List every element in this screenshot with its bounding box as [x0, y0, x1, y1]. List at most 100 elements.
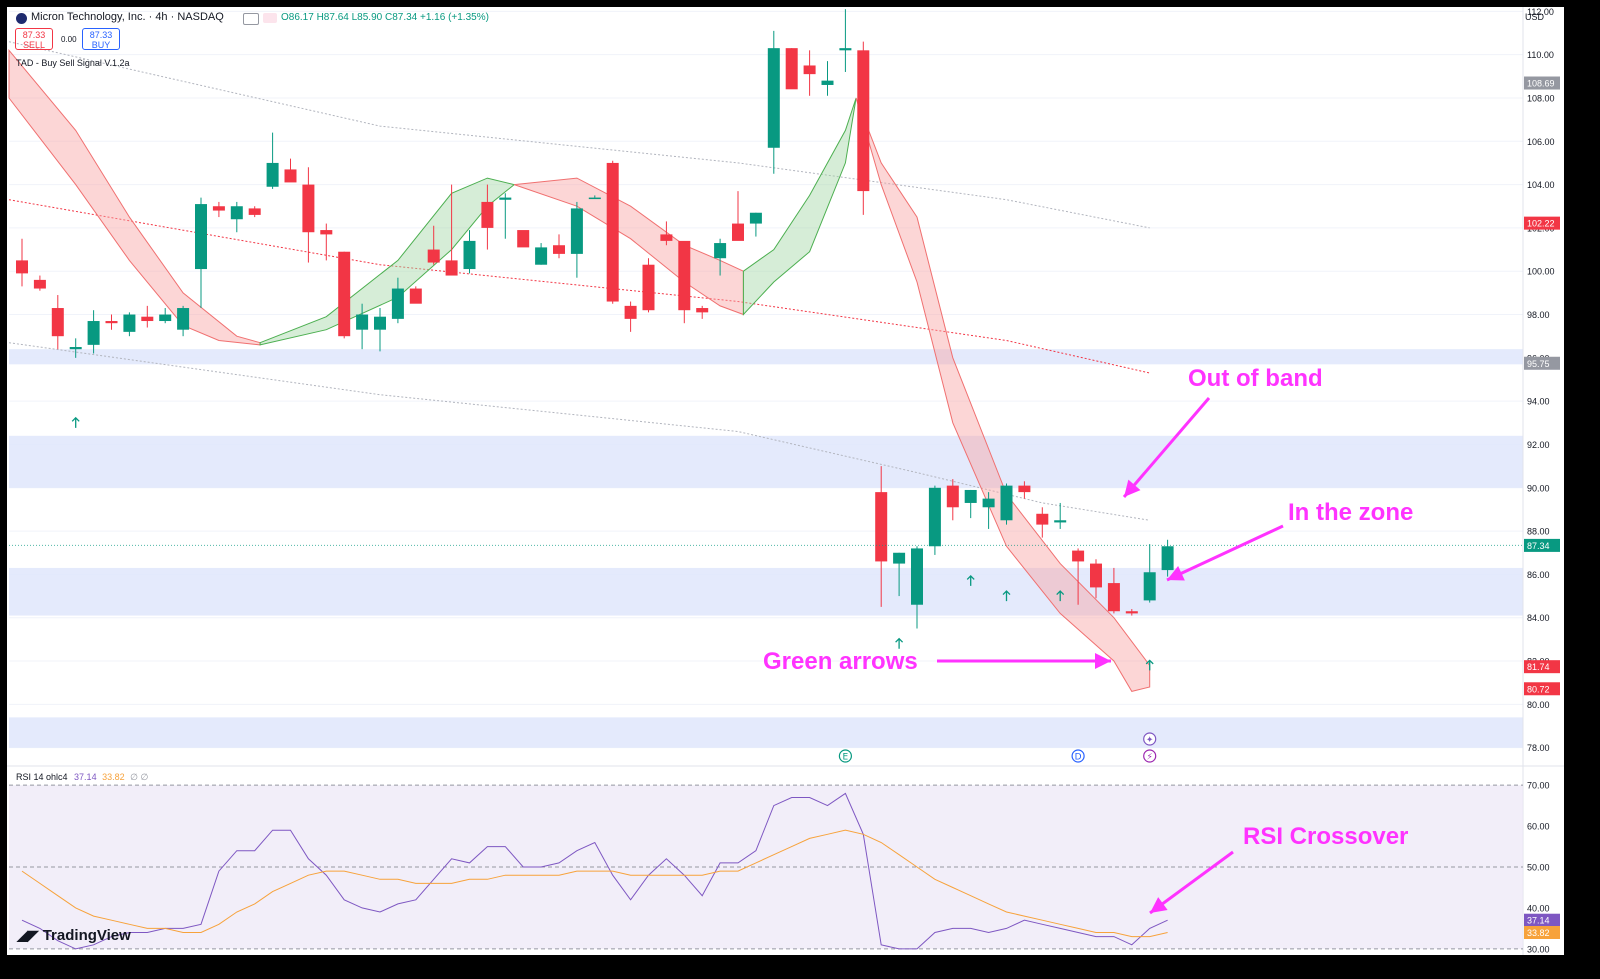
candle-body — [1054, 520, 1067, 523]
price-tick-label: 80.00 — [1527, 700, 1550, 710]
candle-body — [338, 251, 351, 337]
event-marker-icon — [1143, 732, 1157, 746]
price-tick-label: 90.00 — [1527, 483, 1550, 493]
sell-price: 87.33 — [22, 30, 46, 40]
candle-body — [928, 487, 941, 547]
candle-body — [51, 308, 64, 337]
indicator-legend[interactable]: TAD - Buy Sell Signal V.1.2a — [16, 58, 130, 68]
candle-body — [1090, 563, 1102, 588]
rsi-tick-label: 30.00 — [1527, 944, 1550, 954]
ohlc-values: O86.17 H87.64 L85.90 C87.34 +1.16 (+1.35… — [281, 12, 489, 23]
price-label-text: 95.75 — [1527, 359, 1550, 369]
event-marker-label: E — [843, 753, 849, 763]
price-tick-label: 88.00 — [1527, 527, 1550, 537]
price-tick-label: 98.00 — [1527, 310, 1550, 320]
rsi-legend[interactable]: RSI 14 ohlc4 37.14 33.82 ∅ ∅ — [16, 772, 148, 783]
candle-body — [266, 162, 279, 187]
in-the-zone-arrow — [1166, 524, 1284, 582]
candle-body — [463, 240, 476, 270]
candle-body — [946, 485, 959, 508]
candle-body — [427, 249, 440, 263]
sell-button[interactable]: 87.33 SELL — [15, 28, 53, 50]
candle-body — [177, 308, 190, 330]
price-tick-label: 104.00 — [1527, 180, 1555, 190]
bullish-band — [742, 97, 857, 316]
candle-body — [1161, 546, 1174, 571]
rsi-ma-line — [21, 829, 1168, 938]
support-zone — [9, 717, 1523, 748]
price-tick-label: 106.00 — [1527, 137, 1555, 147]
candle-body — [1000, 485, 1013, 521]
candle-body — [391, 288, 404, 319]
candle-body — [749, 212, 762, 224]
annotation-in-the-zone: In the zone — [1288, 499, 1414, 526]
candle-body — [606, 162, 619, 302]
candle-body — [553, 245, 565, 254]
sell-label: SELL — [22, 40, 46, 50]
candle-body — [893, 552, 906, 564]
price-tick-label: 84.00 — [1527, 613, 1550, 623]
price-label-text: 80.72 — [1527, 684, 1550, 694]
candle-body — [1072, 550, 1085, 562]
candle-body — [1143, 572, 1156, 601]
out-of-band-arrow-head — [1124, 479, 1141, 497]
candle-body — [320, 230, 333, 235]
price-tick-label: 108.00 — [1527, 93, 1555, 103]
candle-body — [284, 169, 297, 183]
bullish-band — [259, 177, 516, 346]
candle-body — [159, 314, 172, 322]
candle-body — [69, 347, 82, 350]
rsi-tick-label: 60.00 — [1527, 822, 1550, 832]
bearish-band — [514, 177, 744, 316]
candle-body — [87, 321, 100, 345]
symbol-title[interactable]: Micron Technology, Inc. · 4h · NASDAQ — [31, 11, 224, 23]
annotation-rsi-crossover: RSI Crossover — [1243, 823, 1409, 850]
rsi-line — [21, 792, 1168, 950]
rsi-value-tag-text: 33.82 — [1527, 928, 1550, 938]
candle-body — [588, 197, 601, 200]
buy-signal-arrow-icon — [966, 574, 975, 586]
rsi-ma-value: 33.82 — [102, 772, 125, 782]
in-the-zone-arrow-head — [1167, 565, 1185, 581]
spread-value: 0.00 — [61, 35, 77, 44]
visibility-icon[interactable] — [263, 13, 277, 23]
candle-body — [911, 548, 923, 605]
buy-signal-arrow-icon — [895, 637, 904, 649]
candle-body — [302, 184, 315, 233]
rsi-tick-label: 40.00 — [1527, 903, 1550, 913]
candle-body — [517, 230, 530, 248]
price-label-tag — [1524, 76, 1560, 90]
data-window-icon[interactable] — [243, 13, 259, 25]
price-tick-label: 94.00 — [1527, 397, 1550, 407]
tradingview-logo[interactable]: ◢◤ TradingView — [17, 927, 131, 944]
currency-label[interactable]: USD — [1525, 12, 1545, 22]
bearish-band — [8, 48, 261, 346]
empty-set-icon: ∅ ∅ — [130, 772, 149, 782]
buy-button[interactable]: 87.33 BUY — [82, 28, 120, 50]
price-tick-label: 78.00 — [1527, 743, 1550, 753]
out-of-band-arrow — [1122, 397, 1211, 498]
candle-body — [105, 321, 118, 324]
chart-canvas[interactable]: ED✦⚡78.0080.0082.0084.0086.0088.0090.009… — [7, 7, 1564, 955]
price-label-text: 81.74 — [1527, 662, 1550, 672]
candle-body — [445, 260, 458, 276]
candle-body — [1125, 611, 1138, 614]
price-label-tag — [1524, 356, 1560, 370]
upper-trend-line — [8, 41, 1150, 229]
event-marker-label: D — [1075, 753, 1082, 763]
candle-body — [1107, 583, 1120, 612]
price-tick-label: 100.00 — [1527, 267, 1555, 277]
tradingview-logo-icon: ◢◤ — [17, 927, 39, 943]
candle-body — [33, 279, 46, 289]
rsi-value-tag — [1524, 925, 1560, 939]
support-zone — [9, 435, 1523, 488]
candle-body — [642, 264, 655, 311]
support-zone — [9, 567, 1523, 616]
candle-body — [964, 489, 977, 503]
annotation-green-arrows: Green arrows — [763, 648, 918, 675]
rsi-tick-label: 70.00 — [1527, 781, 1550, 791]
rsi-crossover-arrow — [1149, 850, 1234, 915]
rsi-crossover-arrow-head — [1150, 897, 1168, 913]
symbol-logo-icon — [16, 13, 27, 24]
rsi-value-tag-text: 37.14 — [1527, 916, 1550, 926]
